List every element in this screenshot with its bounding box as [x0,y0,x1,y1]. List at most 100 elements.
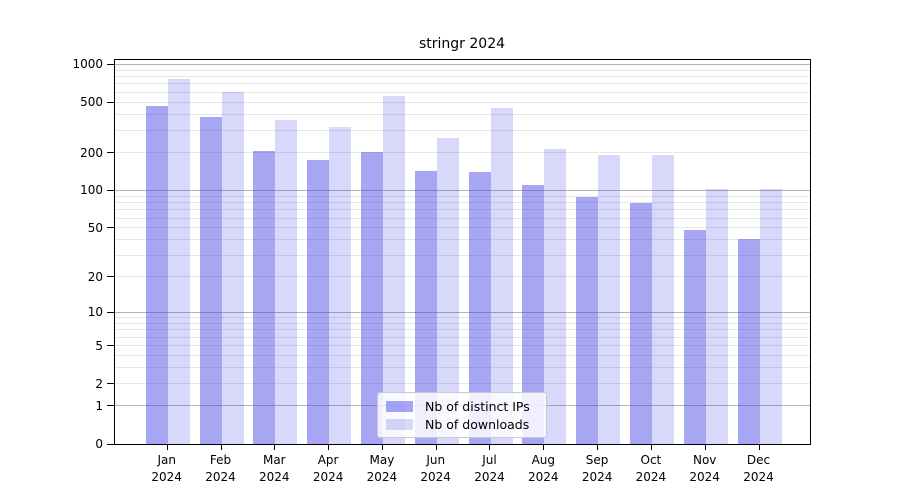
x-tick-label: Dec 2024 [727,452,791,486]
gridline-minor [115,383,810,385]
legend-swatch-downloads [386,418,413,430]
x-tick-label-year: 2024 [151,470,182,484]
x-tick-label-year: 2024 [689,470,720,484]
gridline-minor [115,316,810,318]
y-tick-label: 1 [95,398,103,413]
x-tick-label-month: Mar [262,453,286,467]
gridline-minor [115,276,810,278]
bar-distinct-ips-aug [522,185,545,444]
x-tick-mark [382,444,383,450]
bar-distinct-ips-jun [414,171,437,444]
x-tick-label-year: 2024 [474,470,505,484]
y-tick-label: 10 [87,305,103,320]
legend-label-downloads: Nb of downloads [425,416,530,432]
bar-distinct-ips-sep [576,197,599,444]
x-tick-label: May 2024 [350,452,414,486]
x-tick-label-year: 2024 [420,470,451,484]
y-tick-mark [107,383,114,384]
legend-item-downloads: Nb of downloads [378,416,546,432]
gridline-minor [115,227,810,229]
x-tick-label: Aug 2024 [511,452,575,486]
bars-layer [115,60,810,444]
x-tick-label-month: Jan [157,453,176,467]
gridline-minor [115,195,810,197]
bar-downloads-feb [221,92,244,444]
bar-downloads-may [382,96,405,444]
x-tick-label-year: 2024 [366,470,398,484]
x-tick-label-month: Jul [482,453,497,467]
x-tick-mark [705,444,706,450]
gridline-minor [115,101,810,103]
gridline-minor [115,114,810,116]
x-tick-label-month: Aug [531,453,556,467]
bar-distinct-ips-jul [468,172,491,444]
y-tick-mark [107,102,114,103]
gridline-minor [115,202,810,203]
legend-item-distinct-ips: Nb of distinct IPs [378,398,546,414]
y-tick-label: 20 [87,269,103,284]
bar-downloads-jun [436,138,459,444]
y-tick-label: 2 [95,376,103,391]
gridline-minor [115,209,810,211]
y-tick-mark [107,444,114,445]
x-tick-label-month: Dec [746,453,771,467]
gridline-major [115,189,810,191]
x-tick-mark [759,444,760,450]
x-tick-label: Feb 2024 [189,452,253,486]
gridline-minor [115,76,810,77]
bar-downloads-mar [275,120,298,444]
y-tick-mark [107,345,114,346]
bar-distinct-ips-dec [737,238,760,444]
x-tick-label-month: Feb [209,453,232,467]
x-tick-label-month: Jun [426,453,446,467]
bar-downloads-oct [651,154,674,444]
gridline-minor [115,239,810,241]
x-tick-label-month: Oct [640,453,662,467]
x-tick-mark [597,444,598,450]
y-tick-label: 5 [95,338,103,353]
y-tick-label: 0 [95,437,103,451]
bar-downloads-sep [598,155,621,444]
gridline-minor [115,345,810,346]
bar-downloads-dec [759,189,782,444]
y-tick-mark [107,276,114,277]
gridline-minor [115,336,810,338]
x-tick-label-year: 2024 [581,470,613,484]
gridline-minor [115,129,810,131]
gridline-minor [115,152,810,153]
y-tick-mark [107,64,114,65]
x-tick-label-month: May [369,453,395,467]
y-tick-mark [107,190,114,191]
bar-downloads-jul [490,108,513,444]
gridlines-layer [115,60,810,444]
x-tick-mark [651,444,652,450]
x-tick-mark [167,444,168,450]
x-tick-mark [489,444,490,450]
gridline-minor [115,254,810,256]
bar-distinct-ips-may [360,151,383,444]
x-tick-label: Jul 2024 [458,452,522,486]
chart-title: stringr 2024 [418,36,506,52]
gridline-minor [115,69,810,71]
legend-label-distinct-ips: Nb of distinct IPs [425,398,530,414]
gridline-minor [115,355,810,356]
bar-downloads-nov [705,189,728,444]
y-tick-label: 200 [80,145,103,160]
x-tick-mark [543,444,544,450]
x-tick-label-year: 2024 [205,470,236,484]
y-tick-mark [107,312,114,313]
x-tick-label-year: 2024 [528,470,559,484]
gridline-major [115,311,810,313]
gridline-major [115,63,810,65]
x-tick-label-month: Apr [317,453,339,467]
x-tick-label: Sep 2024 [565,452,629,486]
y-tick-mark [107,152,114,153]
x-tick-label-year: 2024 [743,470,774,484]
bar-distinct-ips-apr [307,159,330,444]
x-tick-label-year: 2024 [635,470,667,484]
gridline-minor [115,367,810,369]
bar-downloads-apr [329,126,352,444]
bar-distinct-ips-jan [145,105,168,444]
legend-swatch-distinct-ips [386,400,413,412]
x-tick-label: Jun 2024 [404,452,468,486]
